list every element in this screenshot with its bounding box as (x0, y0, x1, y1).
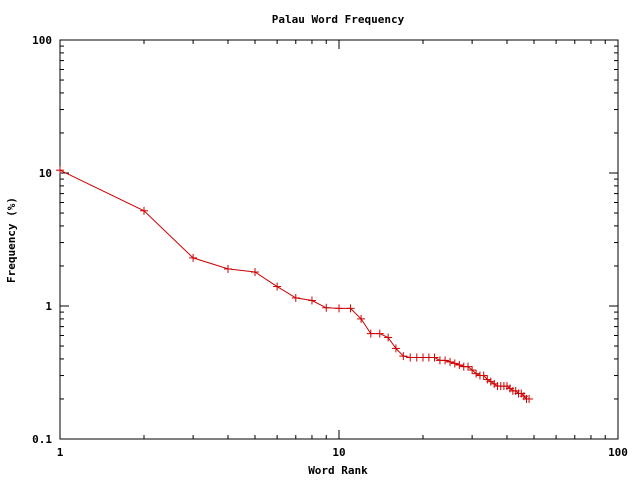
data-point (375, 329, 384, 338)
data-point (273, 282, 282, 291)
data-point (446, 357, 455, 366)
y-tick-label: 10 (39, 167, 52, 180)
y-axis-label: Frequency (%) (5, 197, 18, 283)
plot-frame (59, 39, 619, 440)
data-point (251, 268, 260, 277)
data-point (189, 253, 198, 262)
data-point (441, 356, 450, 365)
data-point (384, 333, 393, 342)
y-tick-label: 0.1 (32, 433, 52, 446)
data-point (468, 366, 477, 375)
data-point (291, 293, 300, 302)
y-tick-label: 1 (45, 300, 52, 313)
data-point (483, 375, 492, 384)
data-point (490, 379, 499, 388)
data-point (479, 371, 488, 380)
data-point (399, 352, 408, 361)
data-point (346, 304, 355, 313)
x-axis-label: Word Rank (308, 464, 368, 477)
data-point (139, 206, 148, 215)
x-tick-label: 1 (57, 446, 64, 459)
data-point (455, 361, 464, 370)
data-point (391, 344, 400, 353)
axis-ticks (59, 40, 618, 440)
chart-title: Palau Word Frequency (272, 13, 405, 26)
data-point (464, 362, 473, 371)
data-point (322, 303, 331, 312)
data-point (450, 359, 459, 368)
data-point (307, 296, 316, 305)
x-tick-label: 10 (332, 446, 345, 459)
x-tick-label: 100 (608, 446, 628, 459)
data-point (472, 369, 481, 378)
series-markers (56, 166, 534, 403)
data-point (366, 329, 375, 338)
data-point (56, 166, 64, 175)
data-point (525, 394, 534, 403)
axis-tick-labels: 0.1 1 10 100 1 10 100 (32, 34, 628, 459)
data-point (430, 353, 439, 362)
data-point (223, 264, 232, 273)
data-point (357, 314, 366, 323)
data-point (335, 304, 343, 313)
data-point (486, 377, 495, 386)
y-tick-label: 100 (32, 34, 52, 47)
